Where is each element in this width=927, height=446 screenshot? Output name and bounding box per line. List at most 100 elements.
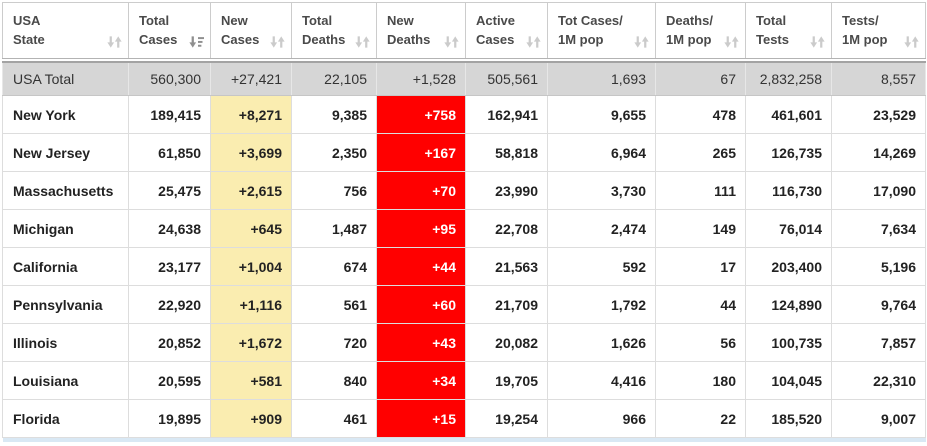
total-total_tests-cell: 2,832,258 bbox=[745, 60, 832, 96]
col-header-label: Tests/ bbox=[842, 12, 879, 28]
total_cases-cell: 20,595 bbox=[128, 361, 211, 400]
total_deaths-cell: 2,350 bbox=[291, 133, 377, 172]
deaths_per_1m-cell: 56 bbox=[655, 323, 746, 362]
state-cell: Pennsylvania bbox=[2, 285, 129, 324]
tests_per_1m-cell: 7,857 bbox=[831, 323, 926, 362]
active_cases-cell: 23,990 bbox=[465, 171, 548, 210]
col-header-label: 1M pop bbox=[558, 31, 604, 47]
state-row-pennsylvania: Pennsylvania 22,920 +1,116 561 +60 21,709 1,79… bbox=[2, 285, 926, 324]
new_cases-cell: +1,004 bbox=[210, 247, 292, 286]
tests_per_1m-cell: 22,310 bbox=[831, 361, 926, 400]
sort-toggle-icon[interactable] bbox=[634, 36, 649, 48]
total-cases_per_1m-cell: 1,693 bbox=[547, 60, 656, 96]
col-header-label: Deaths bbox=[302, 31, 346, 47]
col-header-new_deaths[interactable]: New Deaths bbox=[376, 2, 466, 59]
total_tests-cell: 124,890 bbox=[745, 285, 832, 324]
deaths_per_1m-cell: 265 bbox=[655, 133, 746, 172]
state-row-new-jersey: New Jersey 61,850 +3,699 2,350 +167 58,818 6,9… bbox=[2, 133, 926, 172]
total-state-cell: USA Total bbox=[2, 60, 129, 96]
col-header-label: Tests bbox=[756, 31, 789, 47]
new_deaths-cell: +43 bbox=[376, 323, 466, 362]
sort-toggle-icon[interactable] bbox=[724, 36, 739, 48]
new_cases-cell: +1,116 bbox=[210, 285, 292, 324]
col-header-tests_per_1m[interactable]: Tests/1M pop bbox=[831, 2, 926, 59]
tests_per_1m-cell: 17,090 bbox=[831, 171, 926, 210]
cases_per_1m-cell: 1,792 bbox=[547, 285, 656, 324]
cases_per_1m-cell: 2,474 bbox=[547, 209, 656, 248]
new_deaths-cell: +95 bbox=[376, 209, 466, 248]
total_cases-cell: 23,177 bbox=[128, 247, 211, 286]
col-header-total_cases[interactable]: Total Cases bbox=[128, 2, 211, 59]
header-gap bbox=[2, 58, 926, 62]
state-row-michigan: Michigan 24,638 +645 1,487 +95 22,708 2,474 149… bbox=[2, 209, 926, 248]
tests_per_1m-cell: 9,007 bbox=[831, 399, 926, 438]
col-header-label: Deaths/ bbox=[666, 12, 713, 28]
active_cases-cell: 21,563 bbox=[465, 247, 548, 286]
total_tests-cell: 100,735 bbox=[745, 323, 832, 362]
total_deaths-cell: 461 bbox=[291, 399, 377, 438]
new_cases-cell: +1,672 bbox=[210, 323, 292, 362]
new_cases-cell: +3,699 bbox=[210, 133, 292, 172]
new_deaths-cell: +70 bbox=[376, 171, 466, 210]
sort-toggle-icon[interactable] bbox=[107, 36, 122, 48]
total_deaths-cell: 756 bbox=[291, 171, 377, 210]
state-row-illinois: Illinois 20,852 +1,672 720 +43 20,082 1,626 56 1… bbox=[2, 323, 926, 362]
total-deaths_per_1m-cell: 67 bbox=[655, 60, 746, 96]
total_deaths-cell: 720 bbox=[291, 323, 377, 362]
deaths_per_1m-cell: 478 bbox=[655, 95, 746, 134]
sort-desc-icon[interactable] bbox=[189, 36, 204, 48]
total_tests-cell: 116,730 bbox=[745, 171, 832, 210]
state-cell: Michigan bbox=[2, 209, 129, 248]
sort-toggle-icon[interactable] bbox=[810, 36, 825, 48]
total_tests-cell: 76,014 bbox=[745, 209, 832, 248]
col-header-label: Total bbox=[139, 12, 170, 28]
sort-toggle-icon[interactable] bbox=[270, 36, 285, 48]
state-cell: New Jersey bbox=[2, 133, 129, 172]
col-header-active_cases[interactable]: Active Cases bbox=[465, 2, 548, 59]
total_tests-cell: 461,601 bbox=[745, 95, 832, 134]
cases_per_1m-cell: 3,730 bbox=[547, 171, 656, 210]
col-header-cases_per_1m[interactable]: Tot Cases/1M pop bbox=[547, 2, 656, 59]
active_cases-cell: 19,705 bbox=[465, 361, 548, 400]
state-row-new-york: New York 189,415 +8,271 9,385 +758 162,941 9,6… bbox=[2, 95, 926, 134]
col-header-deaths_per_1m[interactable]: Deaths/1M pop bbox=[655, 2, 746, 59]
cases_per_1m-cell: 1,626 bbox=[547, 323, 656, 362]
usa-total-row: USA Total 560,300 +27,421 22,105 +1,528 505,5… bbox=[2, 60, 926, 96]
tests_per_1m-cell: 23,529 bbox=[831, 95, 926, 134]
col-header-new_cases[interactable]: New Cases bbox=[210, 2, 292, 59]
total_cases-cell: 25,475 bbox=[128, 171, 211, 210]
deaths_per_1m-cell: 180 bbox=[655, 361, 746, 400]
total-total_cases-cell: 560,300 bbox=[128, 60, 211, 96]
total_cases-cell: 19,895 bbox=[128, 399, 211, 438]
new_deaths-cell: +44 bbox=[376, 247, 466, 286]
col-header-label: Cases bbox=[476, 31, 515, 47]
total-active_cases-cell: 505,561 bbox=[465, 60, 548, 96]
cases_per_1m-cell: 9,655 bbox=[547, 95, 656, 134]
state-cell: Florida bbox=[2, 399, 129, 438]
tests_per_1m-cell: 5,196 bbox=[831, 247, 926, 286]
total-tests_per_1m-cell: 8,557 bbox=[831, 60, 926, 96]
total_deaths-cell: 840 bbox=[291, 361, 377, 400]
sort-toggle-icon[interactable] bbox=[355, 36, 370, 48]
col-header-total_deaths[interactable]: Total Deaths bbox=[291, 2, 377, 59]
total-new_cases-cell: +27,421 bbox=[210, 60, 292, 96]
new_deaths-cell: +758 bbox=[376, 95, 466, 134]
table-body: USA Total 560,300 +27,421 22,105 +1,528 505,5… bbox=[2, 58, 926, 442]
col-header-label: New bbox=[387, 12, 414, 28]
col-header-total_tests[interactable]: Total Tests bbox=[745, 2, 832, 59]
col-header-label: 1M pop bbox=[666, 31, 712, 47]
total_deaths-cell: 674 bbox=[291, 247, 377, 286]
deaths_per_1m-cell: 111 bbox=[655, 171, 746, 210]
sort-toggle-icon[interactable] bbox=[904, 36, 919, 48]
total_tests-cell: 203,400 bbox=[745, 247, 832, 286]
sort-toggle-icon[interactable] bbox=[444, 36, 459, 48]
col-header-state[interactable]: USA State bbox=[2, 2, 129, 59]
new_deaths-cell: +60 bbox=[376, 285, 466, 324]
sort-toggle-icon[interactable] bbox=[526, 36, 541, 48]
total-total_deaths-cell: 22,105 bbox=[291, 60, 377, 96]
new_cases-cell: +581 bbox=[210, 361, 292, 400]
col-header-label: State bbox=[13, 31, 45, 47]
tests_per_1m-cell: 14,269 bbox=[831, 133, 926, 172]
new_cases-cell: +645 bbox=[210, 209, 292, 248]
